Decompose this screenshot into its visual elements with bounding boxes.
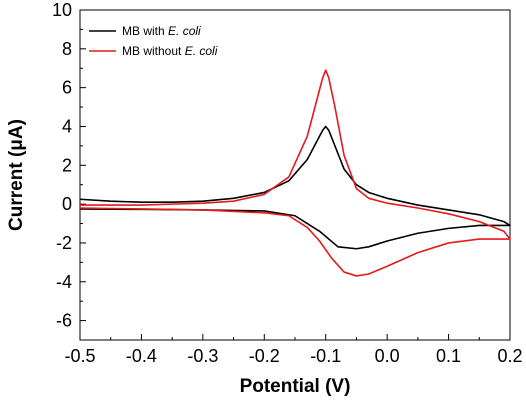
x-tick-label: -0.3 (187, 346, 218, 366)
y-tick-label: 0 (62, 194, 72, 214)
y-tick-label: 4 (62, 116, 72, 136)
series-line-0 (79, 125, 511, 250)
ticks: -0.5 -0.4 -0.3 -0.2 -0.1 0.0 0.1 0.2 -6 -4 -2 0 2 4 6 8… (52, 0, 523, 366)
x-tick-label: -0.2 (249, 346, 280, 366)
y-tick-label: 6 (62, 78, 72, 98)
x-tick-label: 0.1 (436, 346, 461, 366)
series-line-1 (79, 69, 511, 277)
legend-label-1: MB without E. coli (122, 44, 218, 58)
y-tick-label: 2 (62, 155, 72, 175)
y-axis-title: Current (μA) (6, 119, 27, 231)
x-tick-label: -0.1 (310, 346, 341, 366)
y-tick-label: -2 (56, 233, 72, 253)
x-tick-label: 0.0 (375, 346, 400, 366)
y-tick-label: 8 (62, 39, 72, 59)
x-axis-title: Potential (V) (240, 376, 351, 397)
series-lines (79, 69, 511, 277)
plot-frame (79, 9, 511, 341)
y-tick-label: 10 (52, 0, 72, 20)
y-tick-label: -6 (56, 311, 72, 331)
y-tick-label: -4 (56, 272, 72, 292)
x-tick-label: 0.2 (497, 346, 522, 366)
legend: MB with E. coli MB without E. coli (89, 24, 218, 58)
legend-label-0: MB with E. coli (122, 24, 201, 38)
x-tick-label: -0.4 (126, 346, 157, 366)
x-tick-label: -0.5 (64, 346, 95, 366)
